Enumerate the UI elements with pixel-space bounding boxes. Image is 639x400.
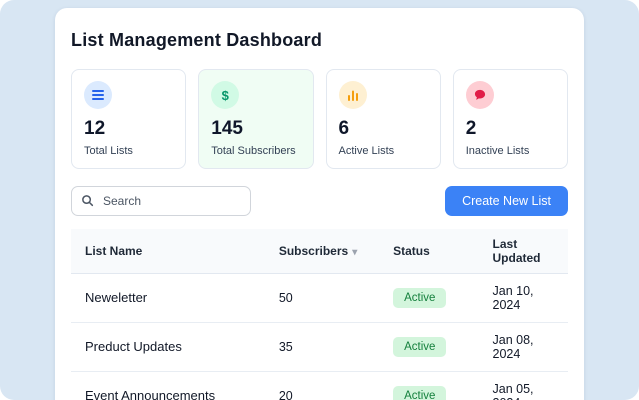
stat-card: 2 Inactive Lists	[452, 69, 568, 169]
search-input[interactable]	[101, 192, 241, 209]
dollar-icon: $	[211, 81, 240, 109]
column-header-last-updated: Last Updated	[478, 228, 568, 274]
create-new-list-button[interactable]: Create New List	[445, 185, 568, 216]
stat-label: Total Subscribers	[211, 144, 296, 157]
dashboard-card: List Management Dashboard 12 Total Lists…	[55, 8, 584, 400]
column-header-subscribers[interactable]: Subscribers ▾	[264, 228, 380, 274]
lists-table: List Name Subscribers ▾ Status Last Updat…	[71, 228, 568, 400]
column-header-status: Status	[379, 228, 479, 274]
stat-label: Active Lists	[338, 144, 395, 157]
status-cell: Active	[379, 273, 479, 323]
page-title: List Management Dashboard	[71, 30, 323, 50]
search-box[interactable]	[71, 185, 251, 216]
search-icon	[81, 194, 94, 207]
stat-label: Total Lists	[84, 144, 133, 157]
stat-value: 145	[211, 118, 243, 139]
subscribers-cell: 35	[264, 322, 380, 372]
table-row: Preduct Updates 35 Active Jan 08, 2024	[71, 322, 568, 372]
subscribers-cell: 50	[264, 273, 380, 323]
stats-row: 12 Total Lists $ 145 Total Subscribers 6…	[71, 69, 568, 169]
list-name-cell: Neweletter	[71, 273, 265, 323]
table-header-row: List Name Subscribers ▾ Status Last Updat…	[71, 228, 568, 274]
stat-card: 12 Total Lists	[71, 69, 187, 169]
status-badge: Active	[393, 287, 447, 308]
status-badge: Active	[393, 385, 447, 400]
stat-card: 6 Active Lists	[325, 69, 441, 169]
stat-value: 12	[84, 118, 106, 139]
comment-icon	[465, 81, 494, 109]
list-name-cell: Event Announcements	[71, 371, 265, 400]
toolbar: Create New List	[71, 185, 568, 216]
last-updated-cell: Jan 05, 2024	[478, 371, 568, 400]
bar-chart-icon	[338, 81, 367, 109]
list-icon	[84, 81, 112, 109]
status-badge: Active	[393, 336, 447, 357]
stat-value: 6	[338, 118, 350, 139]
table-row: Neweletter 50 Active Jan 10, 2024	[71, 273, 568, 323]
status-cell: Active	[379, 322, 479, 372]
subscribers-cell: 20	[264, 371, 380, 400]
stat-label: Inactive Lists	[465, 144, 530, 157]
column-header-list-name: List Name	[71, 228, 265, 274]
list-name-cell: Preduct Updates	[71, 322, 265, 372]
last-updated-cell: Jan 08, 2024	[478, 322, 568, 372]
stat-card: $ 145 Total Subscribers	[198, 69, 314, 169]
status-cell: Active	[379, 371, 479, 400]
sort-down-icon[interactable]: ▾	[352, 246, 358, 258]
stat-value: 2	[465, 118, 477, 139]
table-row: Event Announcements 20 Active Jan 05, 20…	[71, 371, 568, 400]
last-updated-cell: Jan 10, 2024	[478, 273, 568, 323]
